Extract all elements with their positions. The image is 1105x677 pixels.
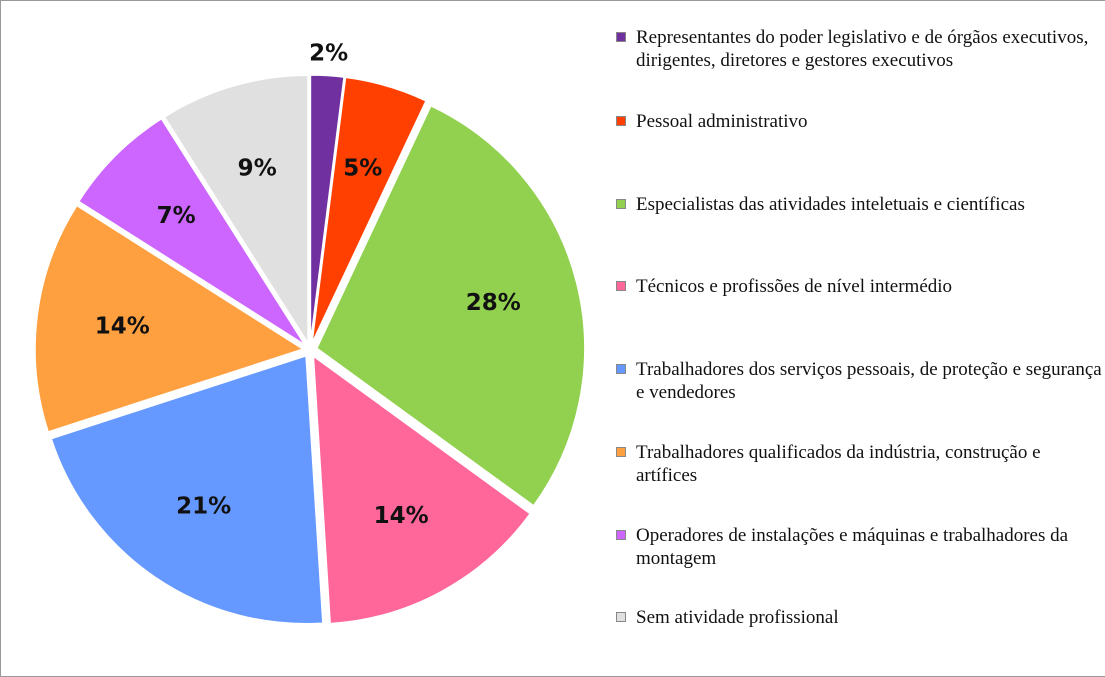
percent-sign: % xyxy=(173,203,196,229)
slice-label: 7% xyxy=(157,203,196,229)
pie-slice xyxy=(50,354,324,625)
legend-swatch xyxy=(616,612,626,622)
legend-swatch xyxy=(616,32,626,42)
legend-swatch xyxy=(616,116,626,126)
slice-value: 21 xyxy=(176,493,208,519)
pie-slice xyxy=(311,76,428,344)
legend-label: Representantes do poder legislativo e de… xyxy=(636,27,1089,71)
percent-sign: % xyxy=(359,155,382,181)
slice-label: 9% xyxy=(238,155,277,181)
percent-sign: % xyxy=(254,155,277,181)
slice-label: 5% xyxy=(343,155,382,181)
percent-sign: % xyxy=(127,313,150,339)
slice-label: 2% xyxy=(309,40,348,66)
legend-label: Técnicos e profissões de nível intermédi… xyxy=(636,276,953,297)
legend-label: Trabalhadores dos serviços pessoais, de … xyxy=(636,359,1102,403)
pie-slice xyxy=(163,74,309,346)
pie-slice xyxy=(77,117,306,346)
legend-label: Especialistas das atividades inteletuais… xyxy=(636,194,1025,215)
pie-slice xyxy=(34,204,305,433)
slice-value: 9 xyxy=(238,155,254,181)
legend-label: Trabalhadores qualificados da indústria,… xyxy=(636,442,1041,486)
slice-value: 14 xyxy=(374,502,406,528)
pie-slice xyxy=(309,74,345,344)
pie-slice xyxy=(312,354,532,625)
slice-label: 14% xyxy=(95,313,150,339)
percent-sign: % xyxy=(406,502,429,528)
legend-swatch xyxy=(616,281,626,291)
slice-label: 14% xyxy=(374,502,429,528)
slice-value: 7 xyxy=(157,203,173,229)
legend-swatch xyxy=(616,364,626,374)
percent-sign: % xyxy=(325,40,348,66)
slice-value: 2 xyxy=(309,40,325,66)
legend-label: Sem atividade profissional xyxy=(636,607,839,628)
pie-slice xyxy=(315,104,586,507)
slice-value: 5 xyxy=(343,155,359,181)
slice-value: 28 xyxy=(466,289,498,315)
legend-swatch xyxy=(616,199,626,209)
slice-label: 21% xyxy=(176,493,231,519)
legend-swatch xyxy=(616,447,626,457)
slice-label: 28% xyxy=(466,289,521,315)
legend-swatch xyxy=(616,530,626,540)
percent-sign: % xyxy=(498,289,521,315)
legend-label: Pessoal administrativo xyxy=(636,111,808,132)
slice-value: 14 xyxy=(95,313,127,339)
percent-sign: % xyxy=(208,493,231,519)
legend-label: Operadores de instalações e máquinas e t… xyxy=(636,525,1069,569)
